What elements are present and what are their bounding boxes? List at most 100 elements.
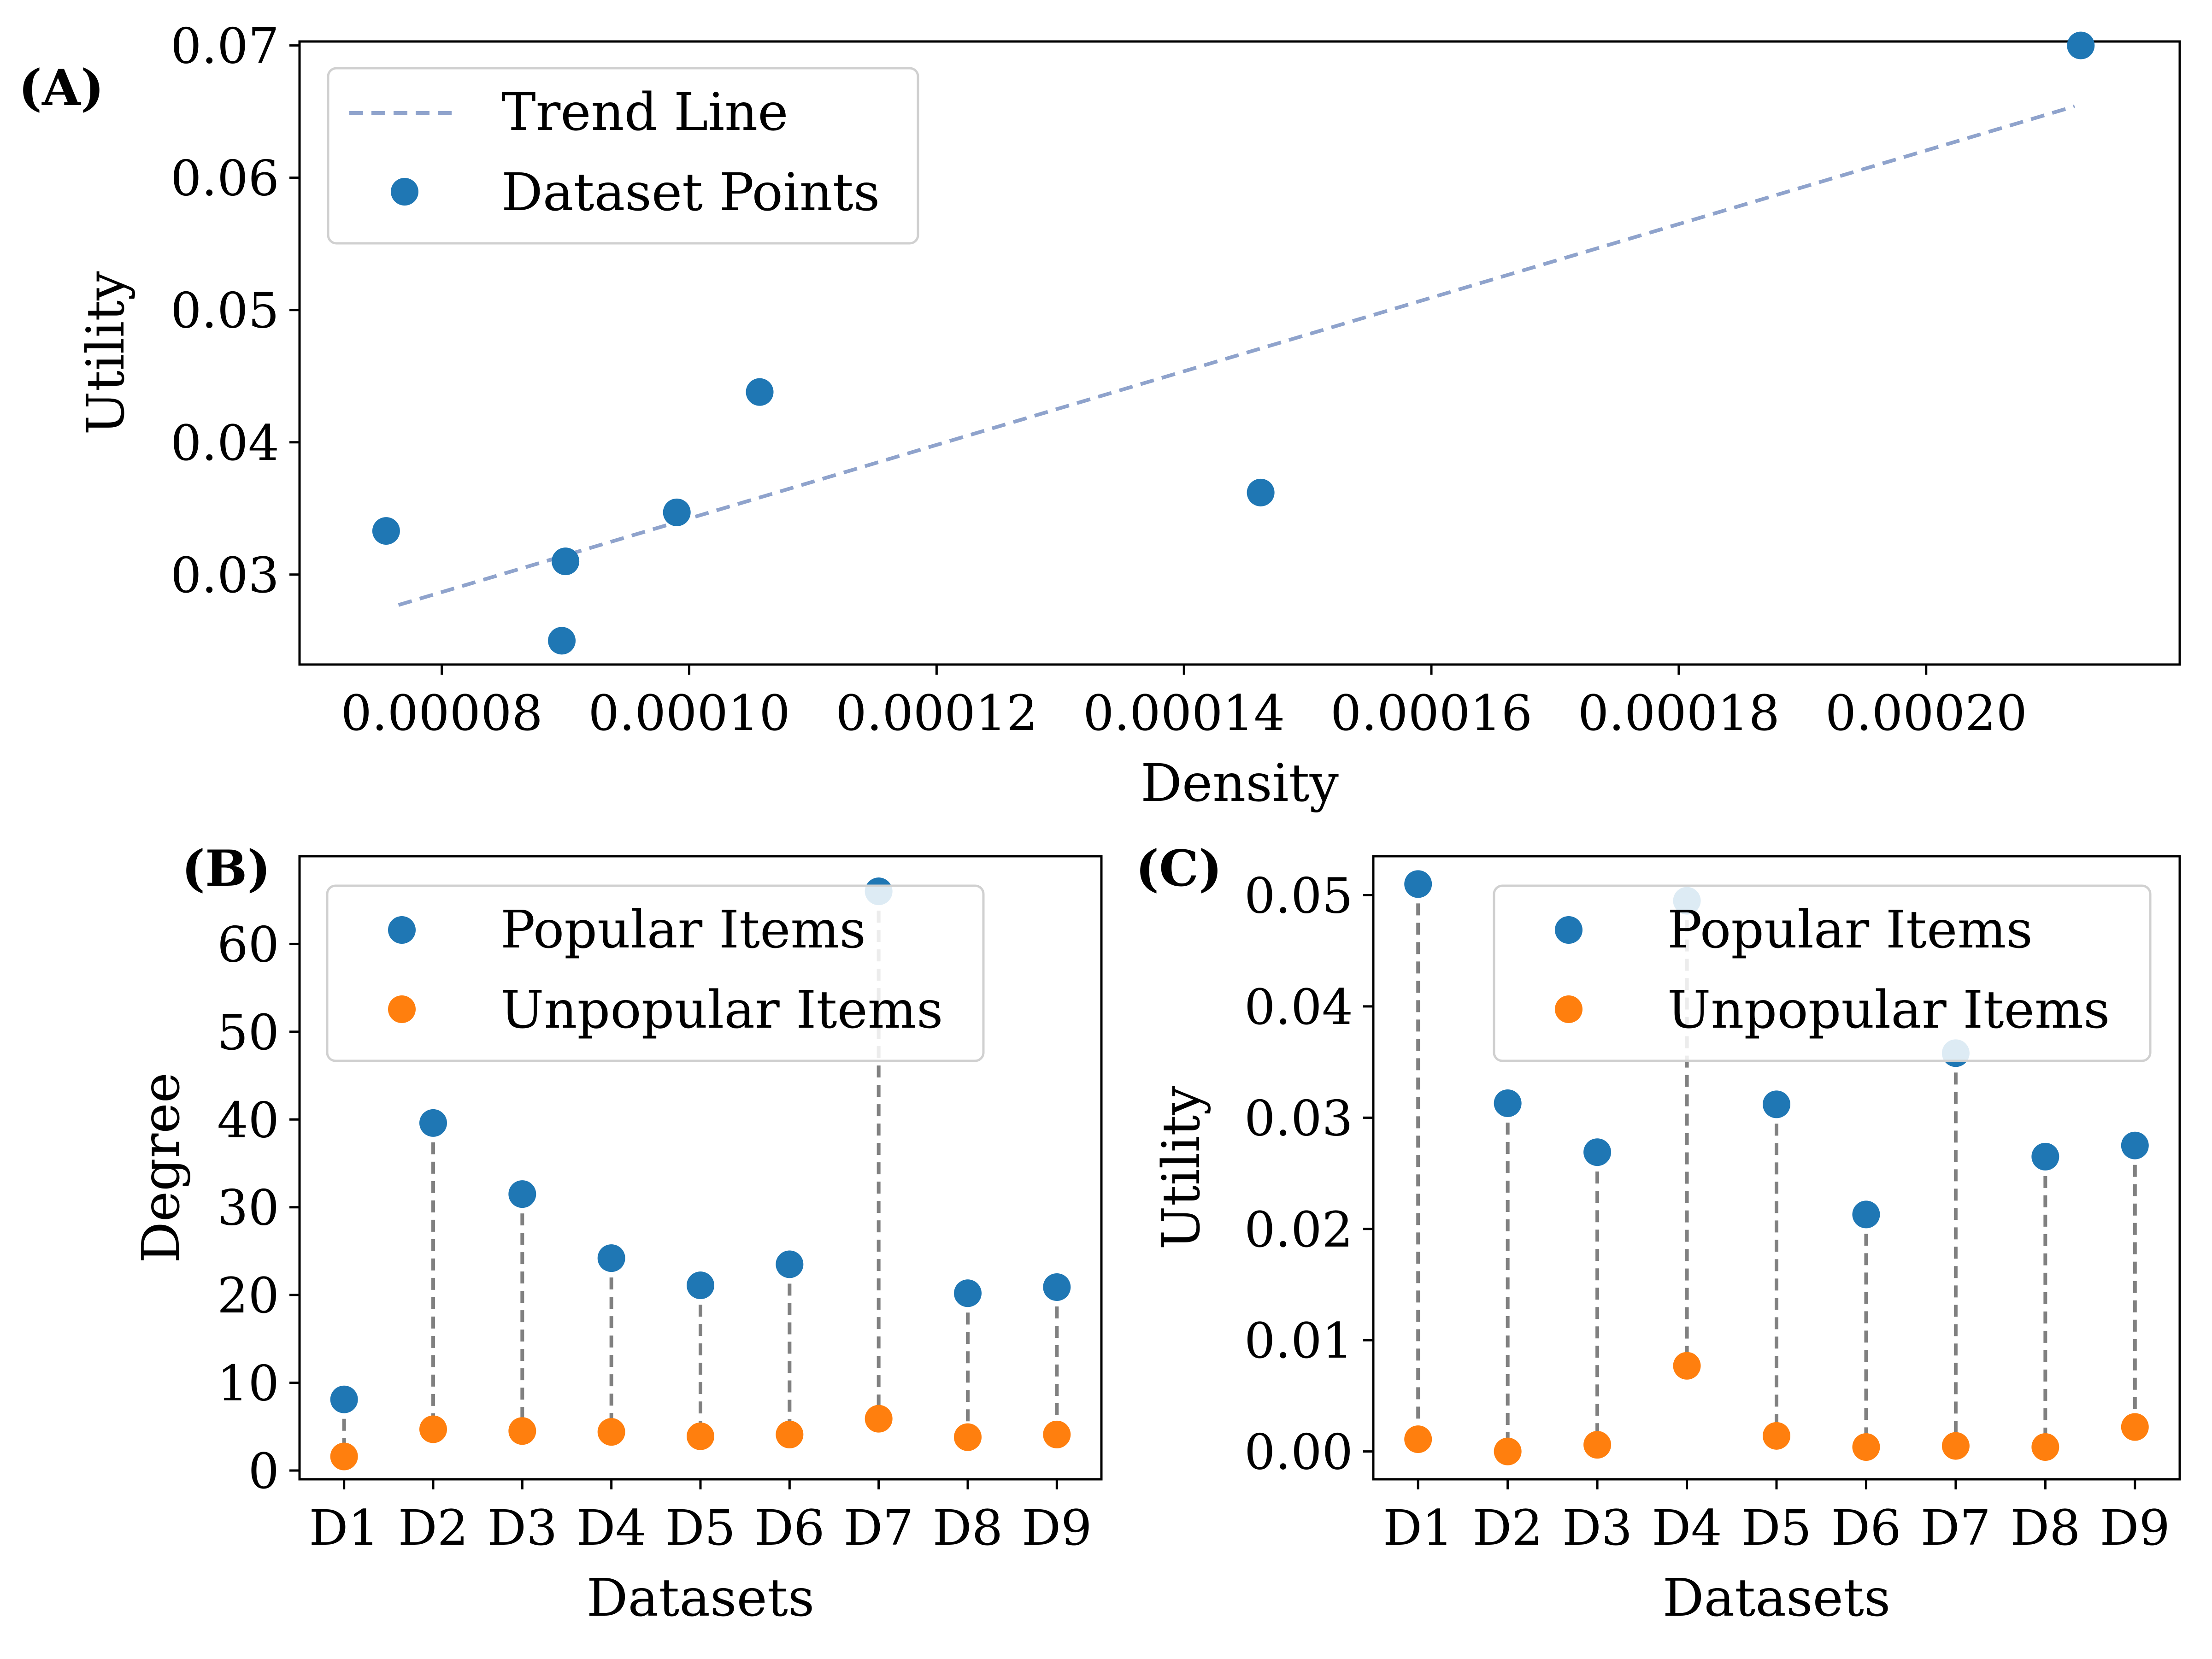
panel-c-x-tick-label: D4 [1652, 1500, 1722, 1556]
panel-c-y-tick-label: 0.03 [1244, 1090, 1353, 1147]
panel-b-y-tick-label: 40 [217, 1092, 279, 1148]
panel-b-x-tick-label: D4 [576, 1500, 646, 1556]
unpopular-item-point [776, 1420, 804, 1448]
panel-a-legend: Trend Line Dataset Points [327, 67, 919, 245]
popular-item-point [954, 1279, 982, 1307]
popular-item-point [1494, 1089, 1522, 1117]
panel-a-y-tick-label: 0.04 [171, 415, 279, 471]
unpopular-item-point [1583, 1431, 1612, 1459]
dataset-point [2067, 31, 2095, 59]
popular-item-point [419, 1109, 447, 1137]
panel-b-x-tick-label: D6 [754, 1500, 824, 1556]
panel-c-y-tick-label: 0.01 [1244, 1312, 1353, 1369]
panel-a-x-tick-label: 0.00016 [1330, 685, 1532, 741]
popular-item-point [2121, 1131, 2149, 1159]
panel-c-y-tick-label: 0.05 [1244, 868, 1353, 924]
panel-b-x-tick-label: D5 [665, 1500, 735, 1556]
panel-a-y-tick-label: 0.03 [171, 547, 279, 604]
panel-b-x-axis-label: Datasets [587, 1568, 815, 1628]
panel-c-x-tick-label: D3 [1562, 1500, 1632, 1556]
panel-c-label: (C) [1135, 840, 1222, 898]
popular-item-point [508, 1180, 536, 1208]
popular-item-point [1583, 1138, 1612, 1166]
dataset-point [548, 627, 576, 655]
panel-a-x-tick-label: 0.00020 [1825, 685, 2027, 741]
panel-c-x-tick-label: D5 [1741, 1500, 1812, 1556]
unpopular-item-point [1673, 1352, 1701, 1380]
dataset-point [746, 378, 774, 406]
panel-b-y-axis-label: Degree [131, 1072, 191, 1263]
panel-c-y-axis-label: Utility [1152, 1086, 1212, 1249]
panel-b-points-layer [330, 877, 1071, 1471]
panel-a-x-tick-label: 0.00008 [341, 685, 543, 741]
panel-b-y-tick-label: 10 [217, 1355, 279, 1412]
panel-b-x-tick-label: D2 [398, 1500, 468, 1556]
dataset-point [552, 547, 580, 576]
panel-b-legend-popular-swatch [388, 916, 416, 944]
panel-b-y-tick-label: 0 [248, 1443, 279, 1500]
panel-b-legend: Popular Items Unpopular Items [326, 884, 985, 1062]
popular-item-point [687, 1271, 714, 1300]
panel-b-x-tick-label: D9 [1022, 1500, 1092, 1556]
panel-c-x-tick-label: D6 [1831, 1500, 1901, 1556]
dataset-point [1247, 478, 1275, 506]
panel-b-y-tick-label: 30 [217, 1180, 279, 1236]
panel-c-x-tick-label: D2 [1472, 1500, 1542, 1556]
panel-b-x-tick-label: D7 [843, 1500, 913, 1556]
panel-a-x-tick-label: 0.00012 [835, 685, 1037, 741]
unpopular-item-point [1852, 1433, 1880, 1461]
panel-c-x-axis-label: Datasets [1663, 1568, 1891, 1628]
panel-a-y-tick-label: 0.06 [171, 150, 279, 207]
unpopular-item-point [954, 1423, 982, 1451]
popular-item-point [1852, 1200, 1880, 1229]
panel-b-label: (B) [182, 840, 271, 898]
panel-c-legend-popular-label: Popular Items [1667, 900, 2033, 960]
popular-item-point [1763, 1090, 1790, 1118]
panel-a-x-ticks: 0.00008 0.00010 0.00012 0.00014 0.00016 0.000… [341, 665, 2027, 741]
popular-item-point [2031, 1142, 2059, 1171]
panel-c-x-tick-label: D1 [1383, 1500, 1453, 1556]
panel-b-legend-unpopular-label: Unpopular Items [500, 980, 943, 1040]
panel-c-legend-box [1493, 884, 2152, 1062]
unpopular-item-point [687, 1422, 714, 1450]
panel-c-y-ticks: 0.00 0.01 0.02 0.03 0.04 0.05 [1244, 868, 1373, 1481]
unpopular-item-point [1043, 1420, 1071, 1448]
panel-c: D1 D2 D3 D4 D5 D6 D7 D8 D9 0.000.010.020.030.040… [1135, 840, 2181, 1628]
panel-b-legend-box [326, 884, 985, 1062]
panel-c-y-tick-label: 0.04 [1244, 979, 1353, 1035]
popular-item-point [597, 1244, 625, 1272]
panel-b-x-tick-label: D1 [309, 1500, 379, 1556]
panel-b-y-tick-label: 20 [217, 1267, 279, 1324]
panel-a-x-tick-label: 0.00014 [1083, 685, 1285, 741]
panel-c-x-ticks: D1 D2 D3 D4 D5 D6 D7 D8 D9 [1383, 1479, 2170, 1556]
panel-b-x-tick-label: D8 [933, 1500, 1003, 1556]
panel-a-x-axis-label: Density [1141, 753, 1339, 813]
popular-item-point [776, 1250, 804, 1278]
panel-a-axes-frame [298, 40, 2181, 666]
panel-c-legend: Popular Items Unpopular Items [1493, 884, 2152, 1062]
unpopular-item-point [2031, 1433, 2059, 1461]
unpopular-item-point [597, 1418, 625, 1446]
unpopular-item-point [1941, 1432, 1970, 1460]
panel-b-legend-unpopular-swatch [388, 995, 416, 1023]
panel-b-legend-popular-label: Popular Items [500, 900, 866, 960]
unpopular-item-point [1763, 1422, 1790, 1450]
panel-a: 0.00008 0.00010 0.00012 0.00014 0.00016 0.000… [18, 18, 2181, 813]
panel-a-y-tick-label: 0.05 [171, 282, 279, 339]
panel-a-legend-box [327, 67, 919, 245]
panel-c-y-tick-label: 0.00 [1244, 1424, 1353, 1481]
panel-a-legend-trend-label: Trend Line [501, 82, 788, 142]
panel-a-legend-points-label: Dataset Points [501, 163, 880, 223]
unpopular-item-point [508, 1417, 536, 1445]
unpopular-item-point [1494, 1437, 1522, 1465]
panel-b: D1 D2 D3 D4 D5 D6 D7 D8 D9 0 10 20 30 40 50 60 Dataset… [131, 840, 1103, 1628]
dataset-point [372, 517, 400, 545]
popular-item-point [1404, 870, 1432, 898]
panel-a-x-tick-label: 0.00018 [1578, 685, 1780, 741]
popular-item-point [330, 1385, 358, 1413]
panel-a-points-layer [372, 31, 2095, 655]
panel-a-legend-points-swatch [391, 178, 418, 206]
panel-c-stems-layer [1416, 884, 2137, 1452]
panel-c-x-tick-label: D7 [1921, 1500, 1991, 1556]
